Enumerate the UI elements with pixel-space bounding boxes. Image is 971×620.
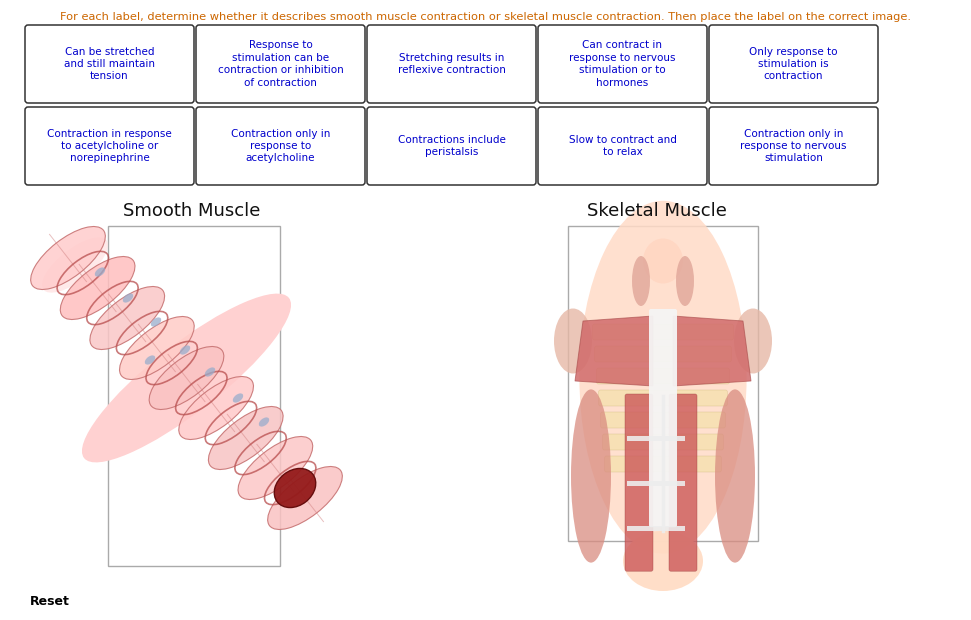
Text: Can be stretched
and still maintain
tension: Can be stretched and still maintain tens… [64, 46, 155, 81]
FancyBboxPatch shape [538, 107, 707, 185]
Ellipse shape [145, 355, 155, 365]
FancyBboxPatch shape [196, 25, 365, 103]
Ellipse shape [95, 267, 105, 277]
FancyBboxPatch shape [598, 390, 727, 406]
Ellipse shape [82, 294, 291, 463]
Text: Skeletal Muscle: Skeletal Muscle [587, 202, 727, 220]
Ellipse shape [150, 347, 224, 409]
FancyBboxPatch shape [367, 107, 536, 185]
Ellipse shape [274, 469, 316, 508]
Ellipse shape [554, 309, 592, 373]
FancyBboxPatch shape [605, 456, 721, 472]
FancyBboxPatch shape [649, 309, 677, 527]
Ellipse shape [238, 436, 313, 500]
Ellipse shape [179, 376, 253, 440]
FancyBboxPatch shape [196, 107, 365, 185]
Text: Can contract in
response to nervous
stimulation or to
hormones: Can contract in response to nervous stim… [569, 40, 676, 87]
Ellipse shape [734, 309, 772, 373]
FancyBboxPatch shape [596, 368, 729, 384]
FancyBboxPatch shape [625, 394, 653, 571]
Text: Contractions include
peristalsis: Contractions include peristalsis [397, 135, 506, 157]
Ellipse shape [571, 389, 611, 562]
Ellipse shape [122, 293, 133, 303]
FancyBboxPatch shape [669, 394, 697, 571]
Ellipse shape [205, 368, 216, 376]
Ellipse shape [151, 317, 161, 327]
Ellipse shape [180, 345, 190, 355]
Ellipse shape [623, 531, 703, 591]
Text: Only response to
stimulation is
contraction: Only response to stimulation is contract… [750, 46, 838, 81]
Ellipse shape [233, 393, 243, 402]
Text: Reset: Reset [30, 595, 70, 608]
Text: Smooth Muscle: Smooth Muscle [123, 202, 260, 220]
FancyBboxPatch shape [709, 25, 878, 103]
FancyBboxPatch shape [603, 434, 723, 450]
Polygon shape [575, 316, 653, 386]
Text: For each label, determine whether it describes smooth muscle contraction or skel: For each label, determine whether it des… [59, 12, 911, 22]
Bar [627, 481, 685, 486]
Bar [627, 436, 685, 441]
Ellipse shape [60, 257, 135, 319]
Bar [108, 226, 280, 566]
Text: Contraction in response
to acetylcholine or
norepinephrine: Contraction in response to acetylcholine… [48, 128, 172, 164]
Ellipse shape [632, 256, 650, 306]
FancyBboxPatch shape [25, 107, 194, 185]
Text: Contraction only in
response to nervous
stimulation: Contraction only in response to nervous … [740, 128, 847, 164]
Ellipse shape [715, 389, 755, 562]
FancyBboxPatch shape [367, 25, 536, 103]
Polygon shape [673, 316, 751, 386]
Ellipse shape [42, 237, 108, 293]
Text: Contraction only in
response to
acetylcholine: Contraction only in response to acetylch… [231, 128, 330, 164]
Ellipse shape [259, 417, 269, 427]
Ellipse shape [676, 256, 694, 306]
Ellipse shape [268, 466, 343, 529]
FancyBboxPatch shape [538, 25, 707, 103]
Text: Stretching results in
reflexive contraction: Stretching results in reflexive contract… [397, 53, 506, 75]
Text: Response to
stimulation can be
contraction or inhibition
of contraction: Response to stimulation can be contracti… [218, 40, 344, 87]
Bar [568, 226, 758, 541]
Text: Slow to contract and
to relax: Slow to contract and to relax [569, 135, 677, 157]
FancyBboxPatch shape [592, 324, 733, 340]
Ellipse shape [90, 286, 165, 350]
Ellipse shape [31, 226, 105, 290]
FancyBboxPatch shape [601, 412, 725, 428]
Ellipse shape [580, 201, 747, 554]
Ellipse shape [209, 407, 284, 469]
FancyBboxPatch shape [25, 25, 194, 103]
Ellipse shape [119, 316, 194, 379]
FancyBboxPatch shape [594, 346, 731, 362]
Ellipse shape [643, 239, 683, 283]
Bar [627, 526, 685, 531]
FancyBboxPatch shape [709, 107, 878, 185]
